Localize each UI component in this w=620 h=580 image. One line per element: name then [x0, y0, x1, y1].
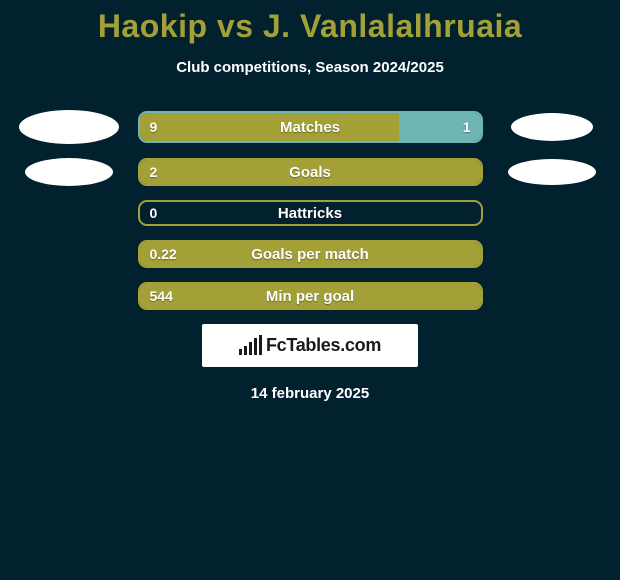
stat-label: Goals	[140, 160, 481, 184]
player2-badge	[511, 113, 593, 141]
player2-badge	[508, 159, 596, 185]
stat-label: Min per goal	[140, 284, 481, 308]
stat-bar: 0.22Goals per match	[138, 240, 483, 268]
stat-row: 544Min per goal	[0, 282, 620, 310]
stat-row: 0Hattricks	[0, 200, 620, 226]
stat-label: Hattricks	[140, 202, 481, 224]
stat-bar: 0Hattricks	[138, 200, 483, 226]
player1-badge	[25, 158, 113, 186]
player1-badge	[19, 110, 119, 144]
logo-text: FcTables.com	[266, 335, 381, 356]
stat-label: Matches	[140, 113, 481, 141]
fctables-logo[interactable]: FcTables.com	[202, 324, 418, 367]
page-title: Haokip vs J. Vanlalalhruaia	[0, 0, 620, 45]
stat-row: 2Goals	[0, 158, 620, 186]
subtitle: Club competitions, Season 2024/2025	[0, 59, 620, 76]
stat-row: 0.22Goals per match	[0, 240, 620, 268]
stat-bar: 544Min per goal	[138, 282, 483, 310]
date-label: 14 february 2025	[0, 385, 620, 402]
stat-bar: 2Goals	[138, 158, 483, 186]
stat-label: Goals per match	[140, 242, 481, 266]
bar-chart-icon	[239, 337, 262, 355]
comparison-chart: 91Matches 2Goals 0Hattricks 0.22Goals per m…	[0, 110, 620, 310]
stat-row: 91Matches	[0, 110, 620, 144]
stat-bar: 91Matches	[138, 111, 483, 143]
